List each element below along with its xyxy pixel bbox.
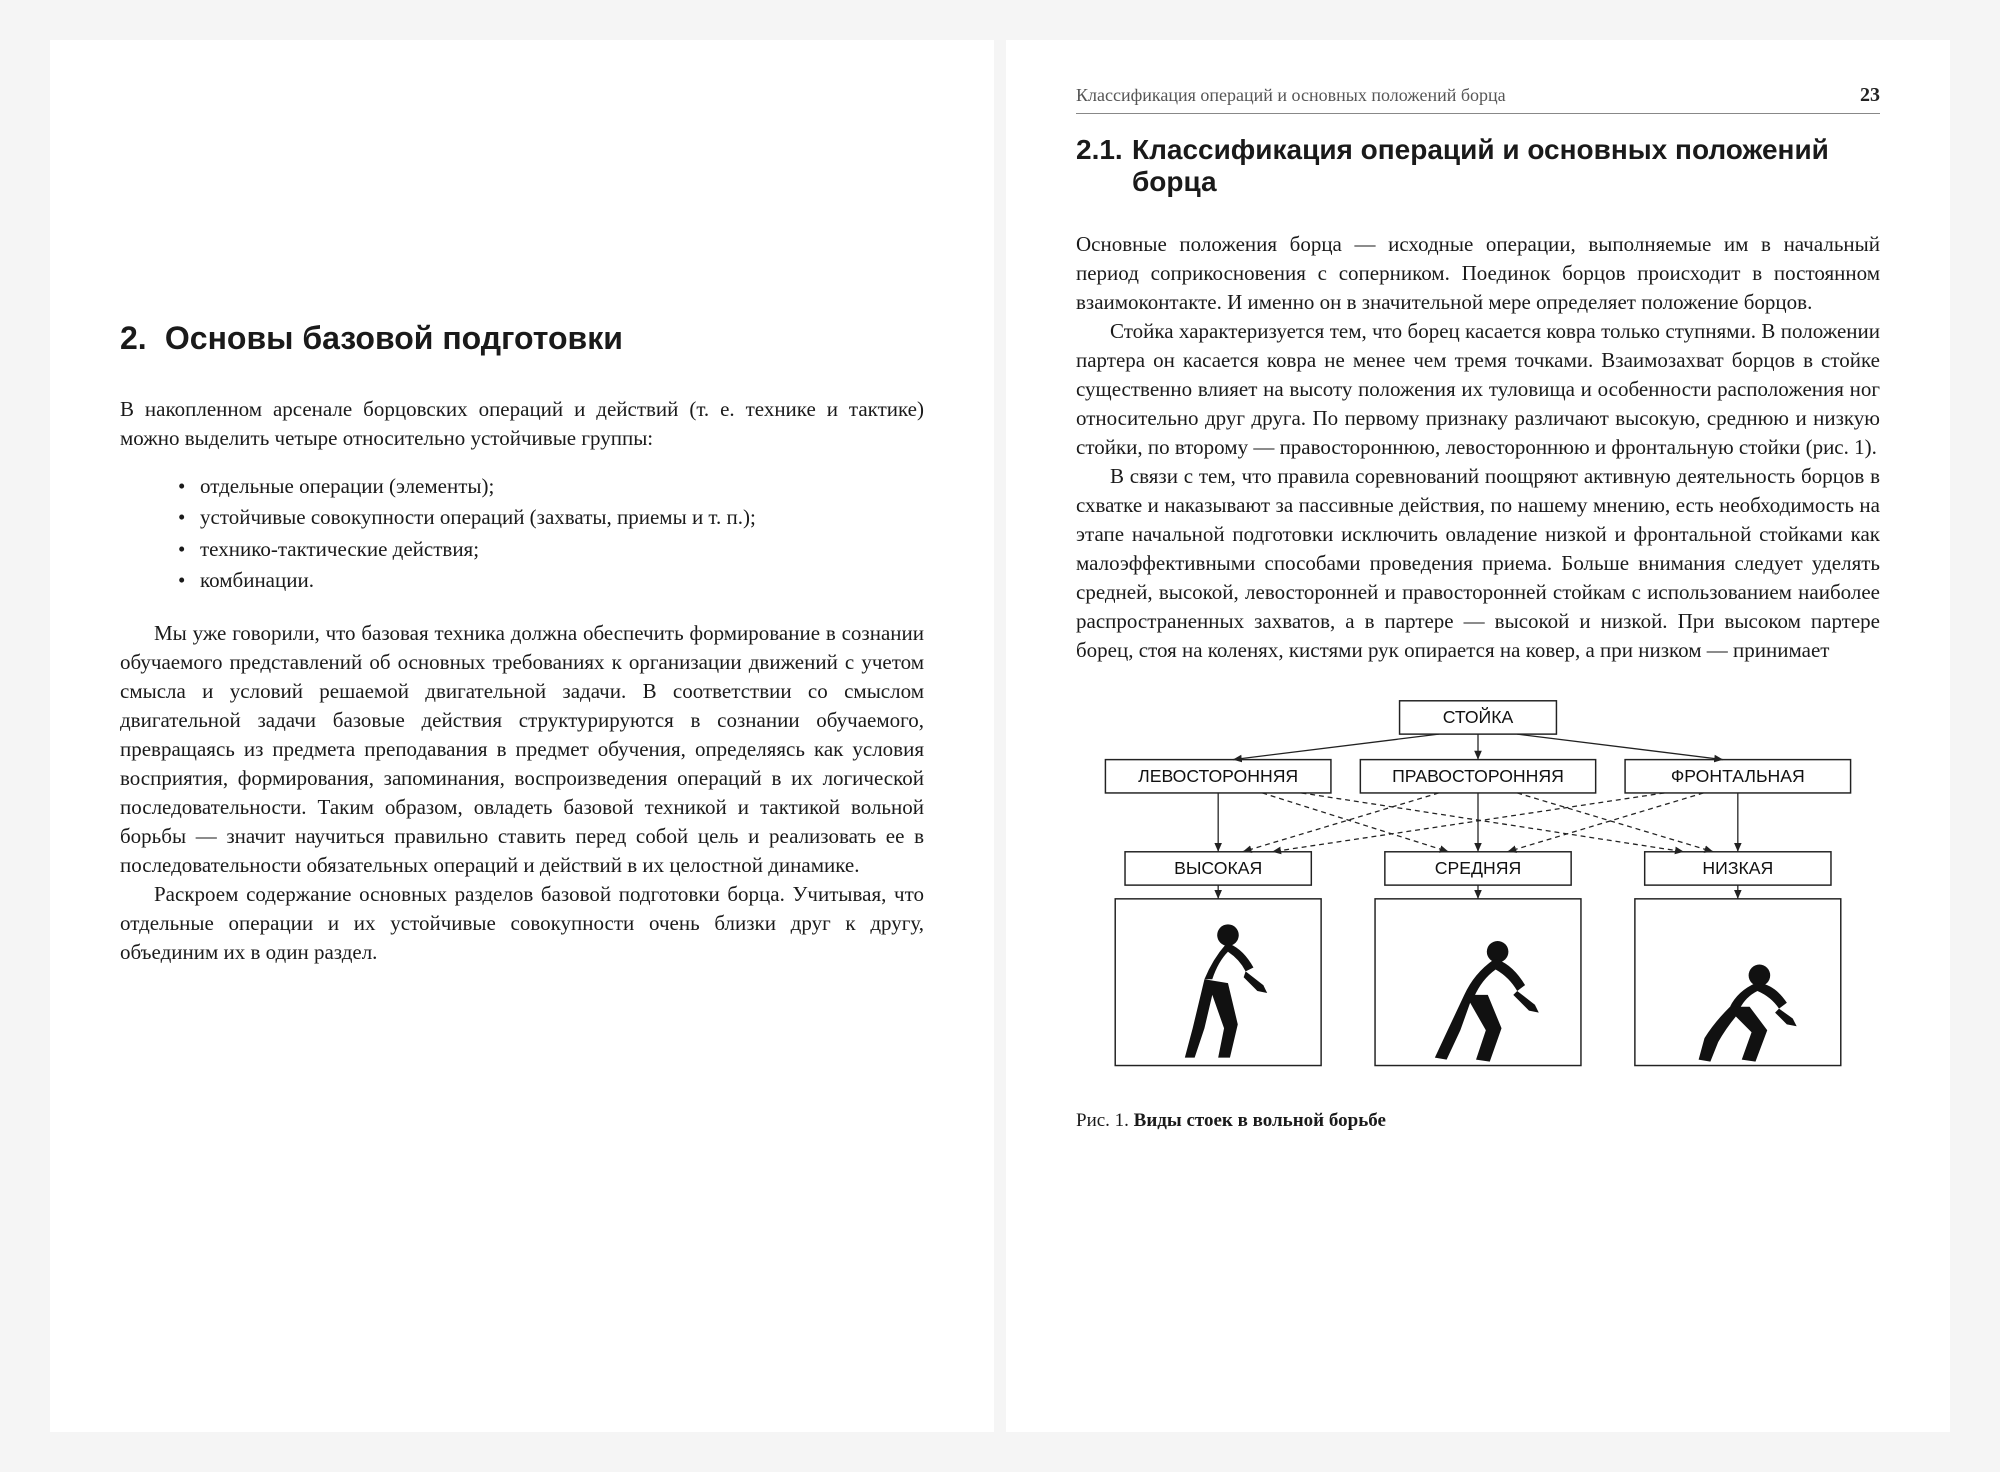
page-right: Классификация операций и основных положе… (1006, 40, 1950, 1432)
page-left: 2. Основы базовой подготовки В накопленн… (50, 40, 994, 1432)
body-paragraph: Стойка характеризуется тем, что борец ка… (1076, 317, 1880, 462)
running-title: Классификация операций и основных положе… (1076, 85, 1506, 106)
list-item: комбинации. (178, 565, 924, 597)
diagram-root-label: СТОЙКА (1443, 706, 1514, 727)
diagram-svg: СТОЙКА ЛЕВОСТОРОННЯЯ ПРАВОСТОРОННЯЯ ФРОН… (1076, 691, 1880, 1091)
chapter-number: 2. (120, 320, 156, 357)
body-paragraph: Основные положения борца — исходные опер… (1076, 230, 1880, 317)
figure-title: Виды стоек в вольной борьбе (1134, 1110, 1386, 1131)
section-heading: 2.1. Классификация операций и основных п… (1076, 134, 1880, 198)
section-number: 2.1. (1076, 134, 1132, 198)
intro-block: В накопленном арсенале борцовских операц… (120, 395, 924, 453)
body-paragraph: Мы уже говорили, что базовая техника дол… (120, 619, 924, 880)
page-number: 23 (1860, 84, 1880, 107)
chapter-heading: 2. Основы базовой подготовки (120, 320, 924, 357)
diagram-node-label: ЛЕВОСТОРОННЯЯ (1138, 765, 1298, 785)
diagram-node-label: СРЕДНЯЯ (1435, 858, 1521, 878)
body-paragraph: Раскроем содержание основных разделов ба… (120, 880, 924, 967)
intro-paragraph: В накопленном арсенале борцовских операц… (120, 395, 924, 453)
figure-number: Рис. 1. (1076, 1110, 1134, 1131)
list-item: отдельные операции (элементы); (178, 471, 924, 503)
diagram-node-label: ФРОНТАЛЬНАЯ (1671, 765, 1805, 785)
diagram-node-label: ВЫСОКАЯ (1174, 858, 1262, 878)
stance-diagram: СТОЙКА ЛЕВОСТОРОННЯЯ ПРАВОСТОРОННЯЯ ФРОН… (1076, 691, 1880, 1132)
bullet-list: отдельные операции (элементы); устойчивы… (178, 471, 924, 597)
list-item: устойчивые совокупности операций (захват… (178, 502, 924, 534)
section-title: Классификация операций и основных положе… (1132, 134, 1880, 198)
diagram-node-label: НИЗКАЯ (1702, 858, 1773, 878)
figure-caption: Рис. 1. Виды стоек в вольной борьбе (1076, 1110, 1880, 1132)
list-item: технико-тактические действия; (178, 534, 924, 566)
diagram-node-label: ПРАВОСТОРОННЯЯ (1392, 765, 1564, 785)
chapter-title: Основы базовой подготовки (165, 320, 623, 356)
running-head: Классификация операций и основных положе… (1076, 84, 1880, 114)
body-paragraph: В связи с тем, что правила соревнований … (1076, 462, 1880, 665)
